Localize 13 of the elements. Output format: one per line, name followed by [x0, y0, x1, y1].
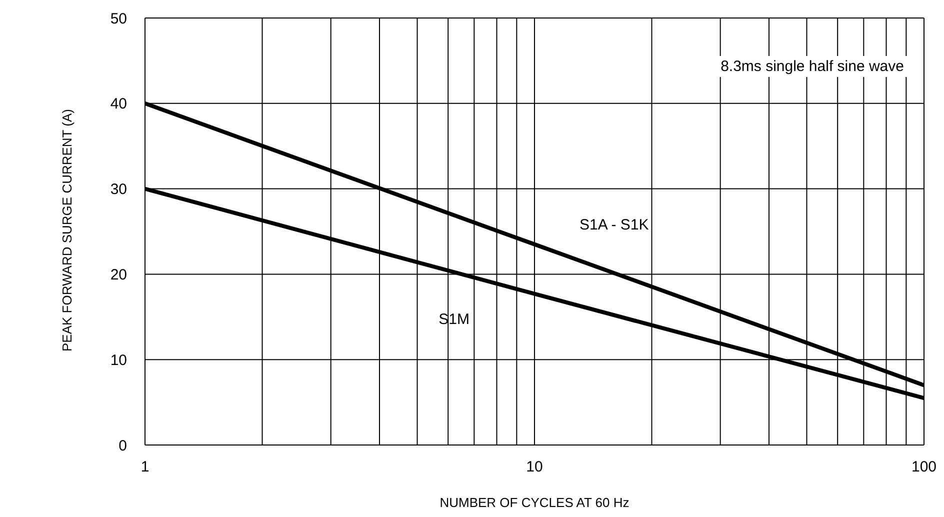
x-tick-label: 100	[911, 458, 937, 476]
y-tick-label: 40	[110, 96, 127, 113]
y-tick-label: 0	[118, 437, 127, 454]
x-tick-label: 1	[140, 458, 150, 476]
y-tick-label: 10	[110, 352, 127, 369]
y-tick-label: 50	[110, 10, 127, 28]
series-label: S1A - S1K	[580, 216, 649, 234]
y-tick-label: 20	[110, 266, 127, 284]
x-axis-title: NUMBER OF CYCLES AT 60 Hz	[440, 495, 630, 510]
y-tick-label: 30	[110, 181, 127, 198]
annotation: 8.3ms single half sine wave	[714, 56, 910, 77]
x-tick-label: 10	[526, 458, 543, 476]
y-axis-title: PEAK FORWARD SURGE CURRENT (A)	[60, 109, 75, 352]
